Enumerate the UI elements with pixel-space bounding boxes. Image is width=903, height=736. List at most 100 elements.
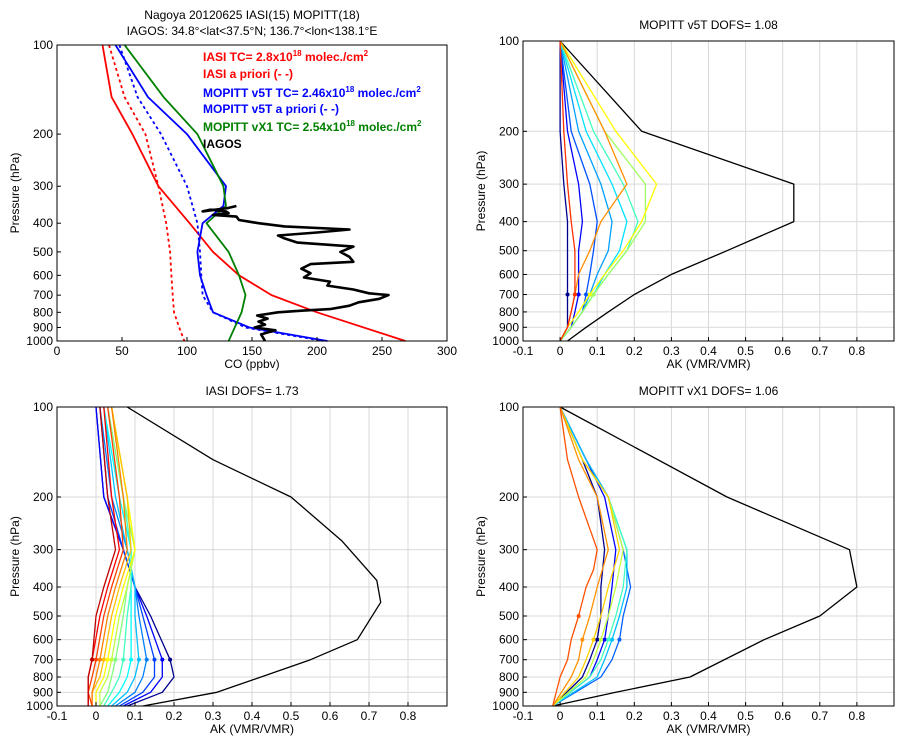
series-line-10 [95,406,136,706]
series-marker [129,657,134,662]
series-line-1 [108,44,186,342]
y-tick-label: 300 [33,179,53,193]
series-marker [598,637,603,642]
y-tick-label: 500 [33,245,53,259]
x-tick-label: 0.2 [626,709,643,723]
chart-panel-2: -0.1 0 0.1 0.2 0.3 0.4 0.5 0.6 0.7 0.8 100 200 300 40… [8,384,448,736]
series-marker [565,292,570,297]
x-axis-label: AK (VMR/VMR) [667,357,751,371]
series-line-4 [99,406,148,707]
series-line-9 [552,406,598,707]
series-line-12 [91,406,128,706]
y-tick-label: 800 [33,305,53,319]
y-tick-label: 800 [499,305,519,319]
x-tick-label: 200 [307,344,327,358]
legend-entry: MOPITT vX1 TC= 2.54x1018 molec./cm2 [203,119,422,134]
x-tick-label: 0 [54,344,61,358]
x-tick-label: 0 [93,709,100,723]
x-tick-label: 0.6 [774,344,791,358]
chart-title: MOPITT vX1 DOFS= 1.06 [639,384,779,398]
x-tick-label: 100 [177,344,197,358]
x-tick-label: 0.7 [811,344,828,358]
x-tick-label: 0.4 [700,344,717,358]
x-tick-label: 0.6 [774,709,791,723]
series-line-8 [552,406,609,707]
y-tick-label: 1000 [492,699,519,713]
x-tick-label: 250 [372,344,392,358]
series-marker [109,657,114,662]
series-marker [121,657,126,662]
y-tick-label: 300 [499,177,519,191]
series-line-0 [559,40,795,342]
y-tick-label: 600 [499,633,519,647]
x-tick-label: 0.1 [589,344,606,358]
y-tick-label: 400 [33,580,53,594]
series-line-10 [559,40,576,342]
series-marker [591,637,596,642]
legend-entry: IASI TC= 2.8x1018 molec./cm2 [203,49,369,64]
x-tick-label: 0.4 [244,709,261,723]
x-tick-label: 0.5 [737,344,754,358]
chart-title: IASI DOFS= 1.73 [205,384,298,398]
series-marker [587,292,592,297]
x-tick-label: 0.5 [737,709,754,723]
y-tick-label: 100 [33,400,53,414]
x-tick-label: 0.8 [400,709,417,723]
series-line-3 [99,406,156,707]
series-marker [168,657,173,662]
series-line-7 [103,406,132,707]
series-line-7 [552,406,621,707]
x-tick-label: 0 [557,344,564,358]
series-line-15 [87,406,117,706]
series-marker [94,657,98,662]
y-tick-label: 700 [33,288,53,302]
series-line-3 [552,406,632,707]
series-line-5 [103,406,140,707]
series-marker [572,292,577,297]
series-line-6 [103,406,132,707]
y-tick-label: 1000 [26,334,53,348]
y-tick-label: 900 [499,320,519,334]
series-marker [160,657,165,662]
series-marker [152,657,157,662]
y-axis-label: Pressure (hPa) [474,151,488,232]
y-tick-label: 200 [33,490,53,504]
chart-subtitle: IAGOS: 34.8°<lat<37.5°N; 136.7°<lon<138.… [127,24,378,38]
x-tick-label: 0.8 [849,344,866,358]
x-tick-label: 0.6 [322,709,339,723]
series-line-13 [87,406,124,707]
series-marker [595,637,600,642]
series-line-0 [101,44,406,342]
legend-entry: IASI a priori (- -) [203,67,293,81]
y-tick-label: 200 [33,127,53,141]
y-tick-label: 900 [33,320,53,334]
series-marker [136,657,141,662]
series-line-6 [552,406,624,707]
y-tick-label: 500 [499,609,519,623]
x-tick-label: -0.1 [47,709,68,723]
series-line-1 [552,406,606,707]
x-tick-label: 0.3 [663,344,680,358]
y-tick-label: 700 [499,288,519,302]
series-line-0 [552,406,858,707]
y-tick-label: 300 [499,543,519,557]
x-tick-label: 0.1 [127,709,144,723]
chart-panel-3: -0.1 0 0.1 0.2 0.3 0.4 0.5 0.6 0.7 0.8 100 200 300 40… [474,384,895,736]
legend-entry: MOPITT v5T TC= 2.46x1018 molec./cm2 [203,85,421,100]
y-tick-label: 200 [499,124,519,138]
y-tick-label: 300 [33,543,53,557]
y-axis-label: Pressure (hPa) [474,516,488,597]
x-tick-label: 0.2 [626,344,643,358]
y-tick-label: 800 [33,670,53,684]
x-tick-label: 0.7 [361,709,378,723]
x-tick-label: 0.5 [283,709,300,723]
y-tick-label: 400 [499,580,519,594]
x-tick-label: 150 [242,344,262,358]
series-marker [144,657,149,662]
x-tick-label: 0.2 [166,709,183,723]
y-tick-label: 100 [33,38,53,52]
y-tick-label: 600 [33,268,53,282]
y-tick-label: 700 [499,653,519,667]
series-line-6 [559,40,639,342]
